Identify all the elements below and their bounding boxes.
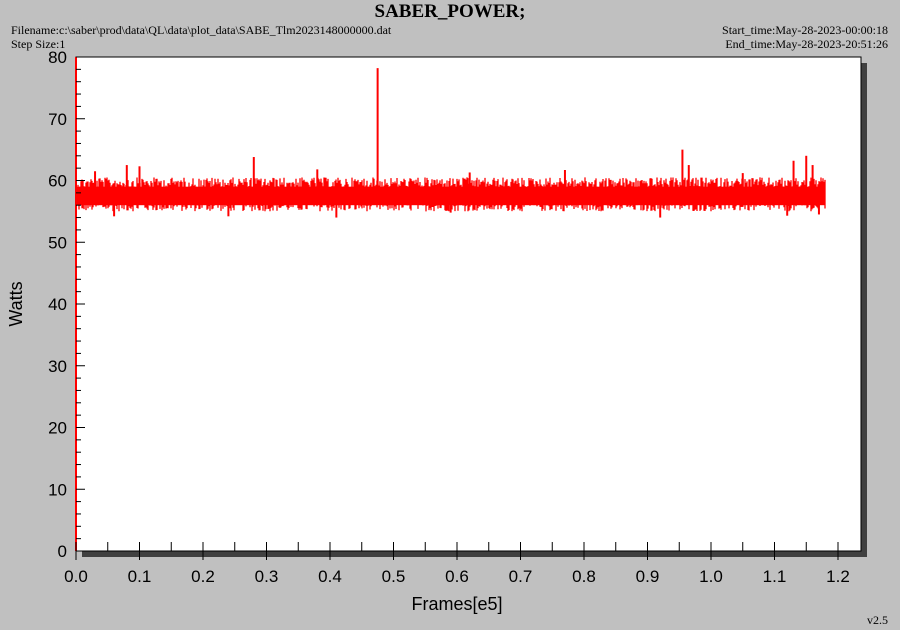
x-tick-label-1.1: 1.1	[763, 567, 787, 586]
y-tick-label-70: 70	[48, 110, 67, 129]
chart-title: SABER_POWER;	[374, 1, 526, 22]
y-tick-label-60: 60	[48, 172, 67, 191]
axis-layer: 0 10 20 30 40 50 60 70 80 0.0 0.1 0.2 0.3 0.4 0.5 0.6 0.…	[48, 48, 861, 586]
y-tick-label-40: 40	[48, 295, 67, 314]
x-tick-label-1.2: 1.2	[826, 567, 850, 586]
x-tick-label-0.6: 0.6	[445, 567, 469, 586]
y-tick-label-30: 30	[48, 357, 67, 376]
file-info: Filename:c:\saber\prod\data\QL\data\plot…	[11, 23, 391, 51]
version-label: v2.5	[867, 613, 888, 627]
plot-area	[75, 56, 862, 552]
x-axis-label: Frames[e5]	[411, 594, 502, 614]
x-tick-label-0.1: 0.1	[128, 567, 152, 586]
y-axis-label: Watts	[6, 281, 26, 326]
filename-text: Filename:c:\saber\prod\data\QL\data\plot…	[11, 23, 392, 37]
x-tick-label-0.0: 0.0	[64, 567, 88, 586]
y-tick-label-10: 10	[48, 480, 67, 499]
time-info: Start_time:May-28-2023-00:00:18 End_time…	[722, 23, 888, 51]
x-tick-label-0.8: 0.8	[572, 567, 596, 586]
x-tick-label-0.9: 0.9	[636, 567, 660, 586]
y-tick-label-50: 50	[48, 233, 67, 252]
x-tick-label-0.4: 0.4	[318, 567, 342, 586]
x-tick-label-0.7: 0.7	[509, 567, 533, 586]
y-tick-label-0: 0	[58, 542, 67, 561]
x-tick-label-1.0: 1.0	[699, 567, 723, 586]
y-tick-label-20: 20	[48, 419, 67, 438]
start-time-text: Start_time:May-28-2023-00:00:18	[722, 23, 888, 37]
y-tick-label-80: 80	[48, 48, 67, 67]
x-tick-label-0.3: 0.3	[255, 567, 279, 586]
series-layer	[75, 68, 826, 218]
x-tick-label-0.2: 0.2	[191, 567, 215, 586]
end-time-text: End_time:May-28-2023-20:51:26	[725, 37, 888, 51]
step-size-text: Step Size:1	[11, 37, 66, 51]
x-tick-label-0.5: 0.5	[382, 567, 406, 586]
